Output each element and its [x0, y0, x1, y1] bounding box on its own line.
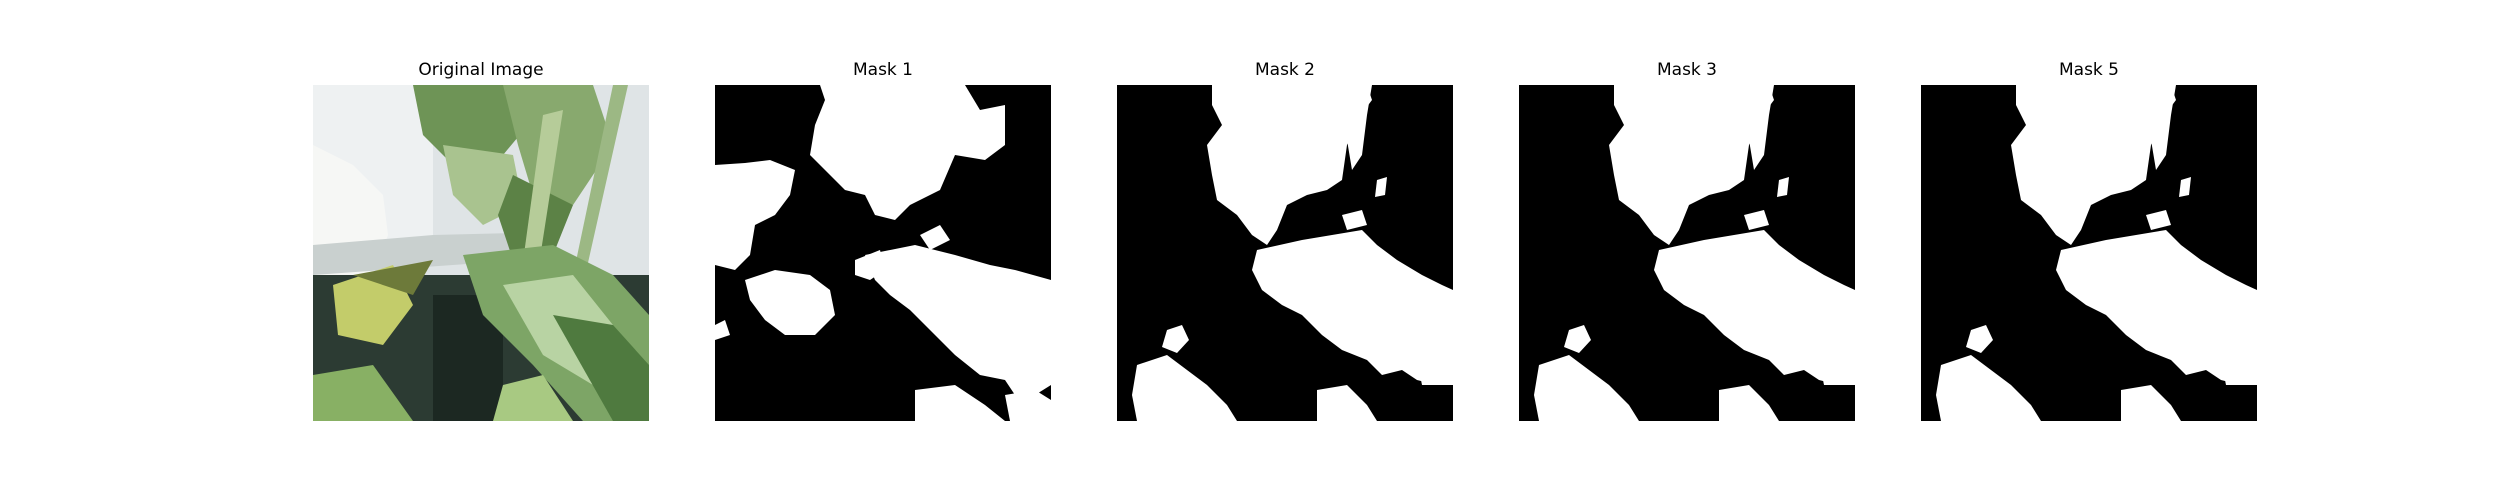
- mask-5: [1921, 85, 2257, 421]
- mask-1-image: [715, 85, 1051, 421]
- mask-2: [1117, 85, 1453, 421]
- panel-title-mask-2: Mask 2: [1254, 60, 1315, 80]
- mask-3-image: [1519, 85, 1855, 421]
- panel-title-original: Original Image: [418, 60, 544, 80]
- mask-3: [1519, 85, 1855, 421]
- panel-title-mask-3: Mask 3: [1656, 60, 1717, 80]
- mask-5-image: [1921, 85, 2257, 421]
- original-image: [313, 85, 649, 421]
- panel-title-mask-1: Mask 1: [852, 60, 913, 80]
- panel-title-mask-5: Mask 5: [2058, 60, 2119, 80]
- plant-photo: [313, 85, 649, 421]
- mask-2-image: [1117, 85, 1453, 421]
- mask-1: [715, 85, 1051, 421]
